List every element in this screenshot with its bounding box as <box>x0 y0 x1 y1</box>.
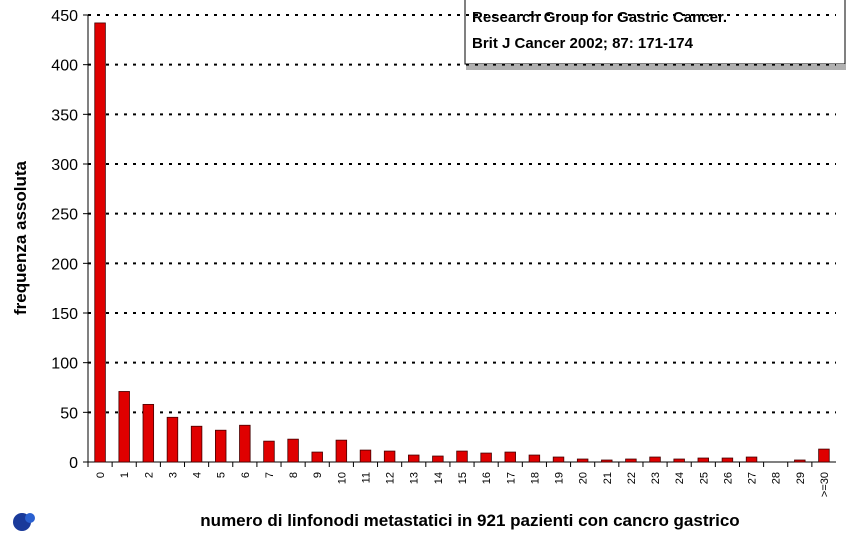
x-tick-label: 21 <box>602 472 614 484</box>
x-tick-label: 16 <box>481 472 493 484</box>
bar <box>383 450 396 463</box>
bar <box>552 456 565 463</box>
bar <box>818 448 830 463</box>
bar <box>794 459 806 463</box>
y-axis-title: frequenza assoluta <box>11 160 30 315</box>
x-tick-label: 28 <box>771 472 783 484</box>
x-tick-label: 15 <box>457 472 469 484</box>
bar <box>745 456 758 463</box>
bar <box>408 454 420 463</box>
bar <box>359 449 372 463</box>
bar <box>142 403 155 463</box>
x-tick-label: 25 <box>698 472 710 484</box>
bar <box>649 456 661 463</box>
y-tick-label: 150 <box>51 306 78 323</box>
x-tick-label: 9 <box>312 472 324 478</box>
x-tick-label: 23 <box>650 472 662 484</box>
y-tick-label: 450 <box>51 8 78 25</box>
bar <box>456 450 468 463</box>
x-tick-label: 1 <box>119 472 131 478</box>
bar <box>287 438 299 463</box>
bar <box>673 458 685 463</box>
x-tick-label: 6 <box>240 472 252 478</box>
bar <box>601 459 613 463</box>
x-tick-label: 17 <box>505 472 517 484</box>
bar <box>335 439 348 463</box>
bar <box>504 451 516 463</box>
bar <box>576 458 589 463</box>
x-tick-label: 7 <box>264 472 276 478</box>
bar <box>263 440 275 463</box>
x-tick-label: 19 <box>554 472 566 484</box>
annotation-line: Research Group for Gastric Cancer. <box>472 9 727 26</box>
x-axis-title: numero di linfonodi metastatici in 921 p… <box>200 511 739 530</box>
x-tick-label: 13 <box>409 472 421 484</box>
x-tick-label: >=30 <box>819 472 831 497</box>
y-tick-label: 300 <box>51 157 78 174</box>
y-tick-label: 250 <box>51 207 78 224</box>
bar <box>166 416 179 463</box>
bar <box>697 457 709 463</box>
logo <box>13 513 35 531</box>
x-tick-label: 2 <box>143 472 155 478</box>
bar <box>215 429 227 463</box>
y-tick-label: 50 <box>60 405 78 422</box>
annotation-shadow <box>466 64 846 70</box>
y-tick-label: 0 <box>69 455 78 472</box>
x-tick-label: 27 <box>747 472 759 484</box>
annotation-line: Brit J Cancer 2002; 87: 171-174 <box>472 35 694 52</box>
bar <box>480 452 492 463</box>
bar <box>721 457 734 463</box>
bar <box>528 454 541 463</box>
y-tick-label: 100 <box>51 356 78 373</box>
x-tick-label: 12 <box>385 472 397 484</box>
x-tick-label: 8 <box>288 472 300 478</box>
bar <box>94 22 106 463</box>
bar <box>118 391 130 463</box>
bar <box>190 425 203 463</box>
bar <box>239 424 251 463</box>
x-tick-label: 24 <box>674 472 686 484</box>
bar <box>311 451 323 463</box>
x-tick-label: 20 <box>578 472 590 484</box>
x-tick-label: 5 <box>216 472 228 478</box>
x-tick-label: 18 <box>529 472 541 484</box>
x-tick-label: 4 <box>192 472 204 478</box>
x-tick-label: 0 <box>95 472 107 478</box>
bar <box>625 458 637 463</box>
bar <box>432 455 444 463</box>
x-tick-label: 14 <box>433 472 445 484</box>
x-tick-label: 26 <box>722 472 734 484</box>
y-tick-label: 350 <box>51 107 78 124</box>
y-tick-label: 200 <box>51 256 78 273</box>
annotation-box <box>464 0 846 65</box>
y-tick-label: 400 <box>51 58 78 75</box>
x-tick-label: 22 <box>626 472 638 484</box>
x-tick-label: 11 <box>360 472 372 483</box>
x-tick-label: 3 <box>167 472 179 478</box>
x-tick-label: 29 <box>795 472 807 484</box>
x-tick-label: 10 <box>336 472 348 484</box>
